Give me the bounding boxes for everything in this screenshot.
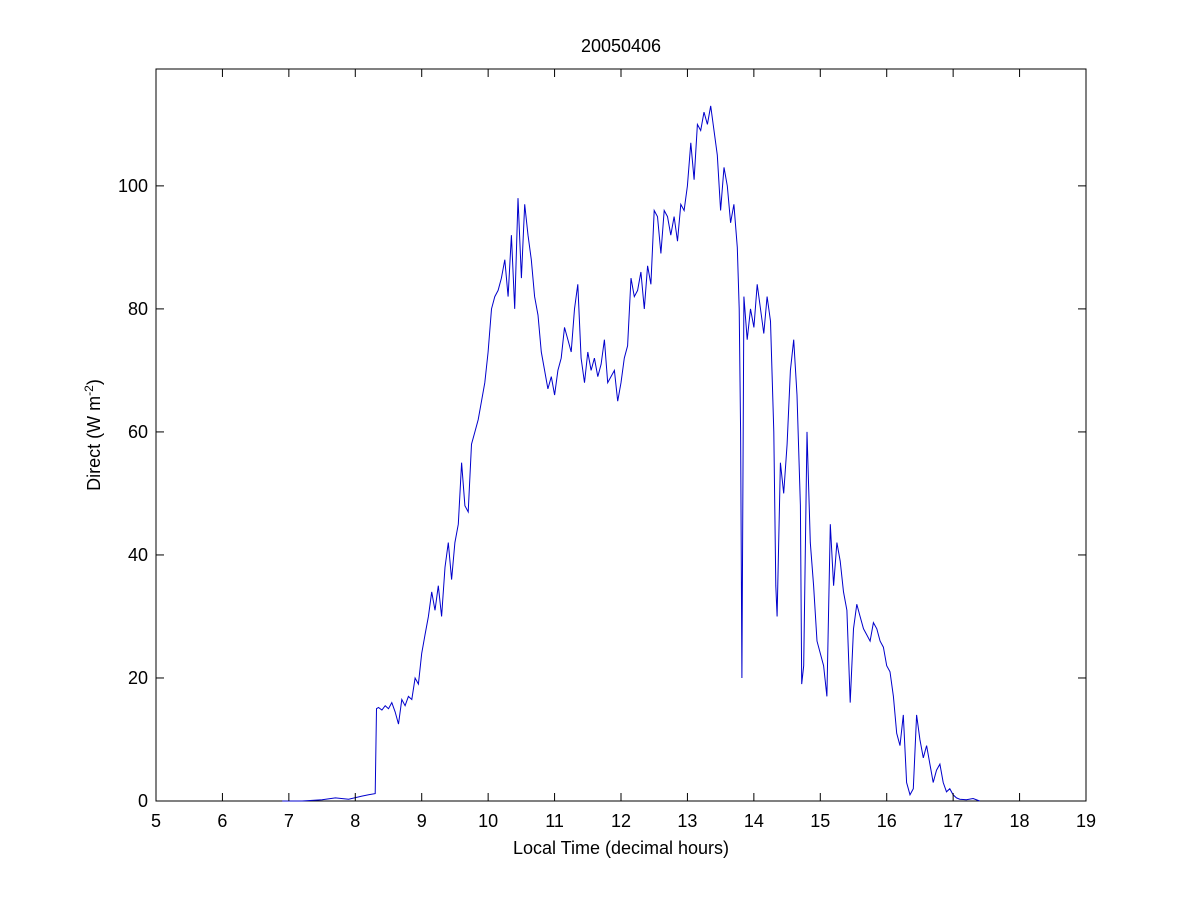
x-tick-label: 18 (1010, 811, 1030, 831)
chart-title: 20050406 (581, 36, 661, 56)
y-tick-label: 40 (128, 545, 148, 565)
data-layer (282, 105, 980, 802)
x-tick-label: 12 (611, 811, 631, 831)
x-tick-label: 19 (1076, 811, 1096, 831)
y-tick-label: 100 (118, 176, 148, 196)
x-tick-label: 11 (545, 811, 564, 831)
y-axis-ticks: 0 20 40 60 80 100 (118, 176, 1086, 811)
y-tick-label: 60 (128, 422, 148, 442)
x-tick-label: 13 (677, 811, 697, 831)
y-axis-label-exponent: -2 (82, 385, 96, 396)
x-tick-label: 16 (877, 811, 897, 831)
x-tick-label: 14 (744, 811, 764, 831)
x-tick-label: 10 (478, 811, 498, 831)
x-tick-label: 6 (217, 811, 227, 831)
y-axis-label: Direct (W m-2) (82, 379, 104, 491)
x-tick-label: 17 (943, 811, 963, 831)
series-line-0 (282, 105, 980, 802)
plot-area-frame (155, 68, 1087, 802)
x-tick-label: 7 (284, 811, 294, 831)
y-axis-label-close: ) (84, 379, 104, 385)
x-tick-label: 8 (350, 811, 360, 831)
y-axis-label-main: Direct (W m (84, 396, 104, 491)
y-tick-label: 80 (128, 299, 148, 319)
x-tick-label: 15 (810, 811, 830, 831)
y-tick-label: 0 (138, 791, 148, 811)
x-tick-label: 9 (417, 811, 427, 831)
x-tick-label: 5 (151, 811, 161, 831)
x-axis-ticks: 5 6 7 8 9 10 11 12 13 14 15 16 17 18 19 (151, 69, 1096, 831)
x-axis-label: Local Time (decimal hours) (513, 838, 729, 858)
y-tick-label: 20 (128, 668, 148, 688)
